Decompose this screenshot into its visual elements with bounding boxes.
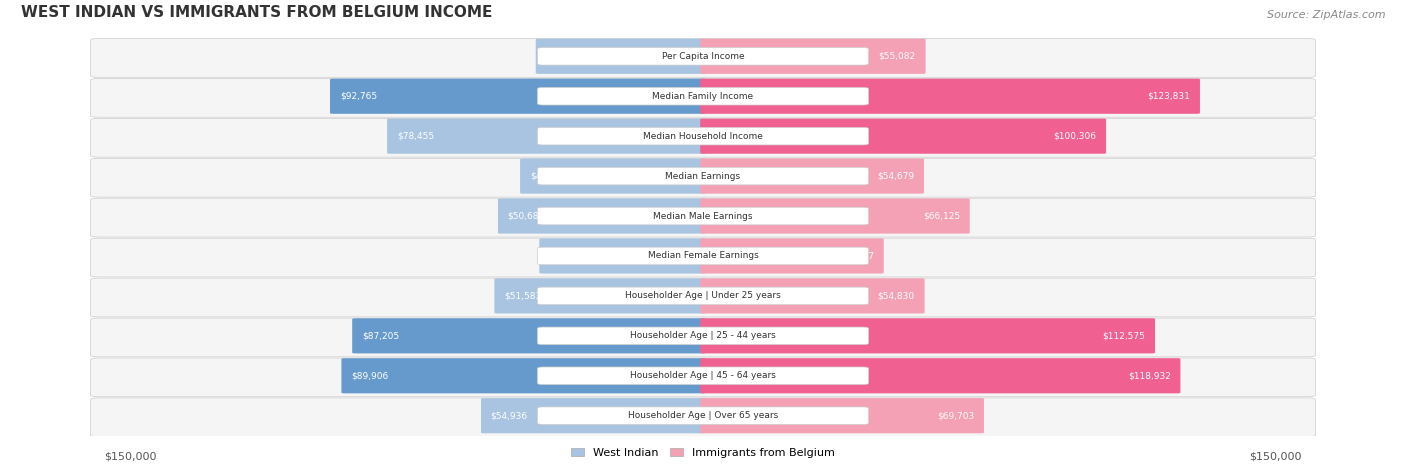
FancyBboxPatch shape: [90, 118, 1316, 157]
FancyBboxPatch shape: [90, 318, 1316, 357]
FancyBboxPatch shape: [537, 48, 869, 65]
FancyBboxPatch shape: [353, 318, 706, 354]
Text: $54,936: $54,936: [491, 411, 527, 420]
FancyBboxPatch shape: [342, 358, 706, 393]
FancyBboxPatch shape: [700, 39, 925, 74]
FancyBboxPatch shape: [90, 78, 1316, 117]
Text: Householder Age | Over 65 years: Householder Age | Over 65 years: [628, 411, 778, 420]
FancyBboxPatch shape: [387, 119, 706, 154]
FancyBboxPatch shape: [537, 207, 869, 225]
Text: $40,317: $40,317: [550, 251, 586, 261]
Text: Source: ZipAtlas.com: Source: ZipAtlas.com: [1267, 10, 1385, 21]
Text: $55,082: $55,082: [879, 52, 915, 61]
FancyBboxPatch shape: [700, 398, 984, 433]
Text: Median Female Earnings: Median Female Earnings: [648, 251, 758, 261]
Text: $150,000: $150,000: [104, 452, 157, 462]
FancyBboxPatch shape: [700, 278, 925, 313]
FancyBboxPatch shape: [700, 158, 924, 194]
FancyBboxPatch shape: [498, 198, 706, 234]
Text: $54,679: $54,679: [877, 171, 914, 181]
Text: Median Household Income: Median Household Income: [643, 132, 763, 141]
FancyBboxPatch shape: [700, 198, 970, 234]
FancyBboxPatch shape: [537, 87, 869, 105]
Text: $51,583: $51,583: [505, 291, 541, 300]
Text: $89,906: $89,906: [352, 371, 388, 380]
Text: $50,682: $50,682: [508, 212, 546, 220]
FancyBboxPatch shape: [90, 358, 1316, 397]
FancyBboxPatch shape: [540, 238, 706, 274]
Text: Householder Age | Under 25 years: Householder Age | Under 25 years: [626, 291, 780, 300]
FancyBboxPatch shape: [90, 38, 1316, 78]
Text: $78,455: $78,455: [396, 132, 434, 141]
Text: Householder Age | 25 - 44 years: Householder Age | 25 - 44 years: [630, 331, 776, 340]
Text: $45,132: $45,132: [530, 171, 567, 181]
Text: $100,306: $100,306: [1053, 132, 1097, 141]
FancyBboxPatch shape: [90, 198, 1316, 237]
FancyBboxPatch shape: [536, 39, 706, 74]
FancyBboxPatch shape: [537, 327, 869, 345]
FancyBboxPatch shape: [520, 158, 706, 194]
Text: $92,765: $92,765: [340, 92, 377, 101]
FancyBboxPatch shape: [537, 167, 869, 185]
FancyBboxPatch shape: [537, 407, 869, 425]
FancyBboxPatch shape: [700, 238, 884, 274]
Text: Median Family Income: Median Family Income: [652, 92, 754, 101]
FancyBboxPatch shape: [495, 278, 706, 313]
Text: Median Earnings: Median Earnings: [665, 171, 741, 181]
FancyBboxPatch shape: [90, 158, 1316, 197]
Text: $123,831: $123,831: [1147, 92, 1191, 101]
FancyBboxPatch shape: [330, 78, 706, 114]
FancyBboxPatch shape: [700, 318, 1156, 354]
FancyBboxPatch shape: [90, 278, 1316, 317]
FancyBboxPatch shape: [537, 247, 869, 265]
FancyBboxPatch shape: [700, 119, 1107, 154]
Text: $69,703: $69,703: [936, 411, 974, 420]
Text: $112,575: $112,575: [1102, 331, 1146, 340]
Legend: West Indian, Immigrants from Belgium: West Indian, Immigrants from Belgium: [567, 443, 839, 462]
Text: Per Capita Income: Per Capita Income: [662, 52, 744, 61]
FancyBboxPatch shape: [90, 398, 1316, 437]
Text: $87,205: $87,205: [361, 331, 399, 340]
Text: $150,000: $150,000: [1249, 452, 1302, 462]
FancyBboxPatch shape: [537, 127, 869, 145]
Text: $54,830: $54,830: [877, 291, 915, 300]
FancyBboxPatch shape: [537, 367, 869, 384]
Text: WEST INDIAN VS IMMIGRANTS FROM BELGIUM INCOME: WEST INDIAN VS IMMIGRANTS FROM BELGIUM I…: [21, 5, 492, 21]
Text: Median Male Earnings: Median Male Earnings: [654, 212, 752, 220]
FancyBboxPatch shape: [700, 358, 1181, 393]
Text: $44,587: $44,587: [837, 251, 875, 261]
FancyBboxPatch shape: [90, 238, 1316, 277]
Text: $41,217: $41,217: [546, 52, 582, 61]
FancyBboxPatch shape: [481, 398, 706, 433]
FancyBboxPatch shape: [537, 287, 869, 304]
Text: $66,125: $66,125: [922, 212, 960, 220]
Text: $118,932: $118,932: [1128, 371, 1171, 380]
Text: Householder Age | 45 - 64 years: Householder Age | 45 - 64 years: [630, 371, 776, 380]
FancyBboxPatch shape: [700, 78, 1199, 114]
